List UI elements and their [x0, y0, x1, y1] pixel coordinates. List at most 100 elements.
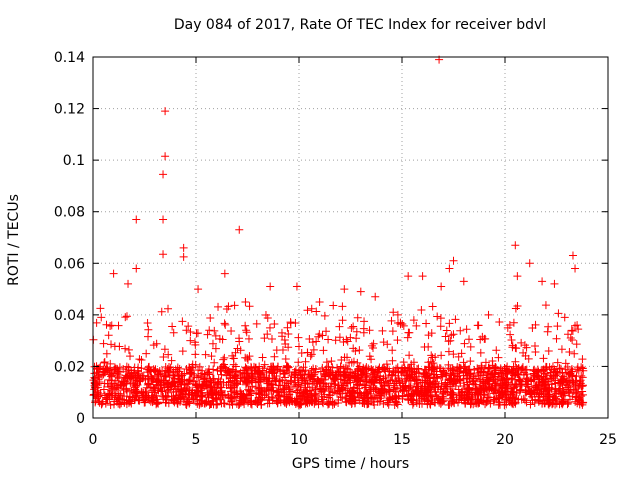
data-point	[319, 346, 328, 355]
data-point-outlier	[393, 310, 402, 319]
data-point	[282, 392, 291, 401]
data-point	[149, 393, 158, 402]
data-point	[260, 360, 269, 369]
data-point	[462, 374, 471, 383]
data-point	[125, 397, 134, 406]
data-point	[574, 395, 583, 404]
data-point	[102, 364, 111, 373]
data-point	[579, 366, 588, 375]
data-point	[526, 400, 535, 409]
data-point	[116, 391, 125, 400]
data-point	[389, 394, 398, 403]
data-point-outlier	[550, 279, 559, 288]
data-point	[102, 320, 111, 329]
data-point	[338, 302, 347, 311]
data-point	[178, 347, 187, 356]
data-point	[149, 341, 158, 350]
data-point	[241, 321, 250, 330]
data-point	[242, 328, 251, 337]
data-point	[496, 364, 505, 373]
data-point	[357, 370, 366, 379]
data-point	[436, 314, 445, 323]
data-point	[385, 385, 394, 394]
data-point	[359, 328, 368, 337]
data-point-outlier	[159, 215, 168, 224]
data-point	[451, 315, 460, 324]
data-point	[570, 349, 579, 358]
data-point	[168, 322, 177, 331]
data-point	[211, 344, 220, 353]
data-point	[564, 383, 573, 392]
data-point-outlier	[124, 279, 133, 288]
data-point	[169, 328, 178, 337]
data-point	[244, 334, 253, 343]
data-point	[436, 322, 445, 331]
data-point-outlier	[525, 259, 534, 268]
data-point	[135, 355, 144, 364]
data-point	[531, 383, 540, 392]
data-point	[437, 351, 446, 360]
data-point	[428, 364, 437, 373]
data-point	[158, 367, 167, 376]
data-point-outlier	[159, 170, 168, 179]
data-point	[224, 302, 233, 311]
data-point	[347, 400, 356, 409]
data-point	[333, 386, 342, 395]
data-point	[541, 362, 550, 371]
data-point	[480, 334, 489, 343]
data-point	[210, 326, 219, 335]
data-point	[108, 384, 117, 393]
data-point	[117, 399, 126, 408]
data-point	[113, 367, 122, 376]
data-point	[534, 397, 543, 406]
data-point	[114, 389, 123, 398]
data-point	[516, 385, 525, 394]
data-point	[283, 323, 292, 332]
data-point	[160, 345, 169, 354]
data-point	[347, 358, 356, 367]
data-point	[114, 367, 123, 376]
data-point-outlier	[437, 282, 446, 291]
data-point	[424, 331, 433, 340]
data-point	[133, 366, 142, 375]
data-point	[466, 400, 475, 409]
data-point	[506, 330, 515, 339]
data-point	[412, 376, 421, 385]
data-point	[126, 352, 135, 361]
data-point	[161, 372, 170, 381]
data-point	[276, 395, 285, 404]
data-point	[120, 392, 129, 401]
data-point	[173, 399, 182, 408]
data-point	[247, 397, 256, 406]
data-point	[284, 396, 293, 405]
data-point	[477, 396, 486, 405]
data-point	[324, 371, 333, 380]
data-point	[195, 380, 204, 389]
data-point	[355, 384, 364, 393]
data-point	[265, 323, 274, 332]
data-point	[408, 400, 417, 409]
data-point	[121, 344, 130, 353]
data-point	[178, 317, 187, 326]
data-point	[356, 389, 365, 398]
data-point	[425, 373, 434, 382]
data-point	[399, 321, 408, 330]
data-point	[283, 363, 292, 372]
data-point	[353, 313, 362, 322]
data-point	[217, 370, 226, 379]
data-point	[98, 371, 107, 380]
data-point	[533, 365, 542, 374]
data-point	[99, 370, 108, 379]
data-point	[260, 334, 269, 343]
data-point	[535, 373, 544, 382]
data-point-outlier	[568, 251, 577, 260]
data-point	[373, 393, 382, 402]
data-point	[245, 302, 254, 311]
data-point	[203, 384, 212, 393]
data-point	[349, 344, 358, 353]
data-point	[236, 398, 245, 407]
data-point	[280, 369, 289, 378]
data-point	[393, 336, 402, 345]
data-point	[565, 370, 574, 379]
data-point	[363, 400, 372, 409]
